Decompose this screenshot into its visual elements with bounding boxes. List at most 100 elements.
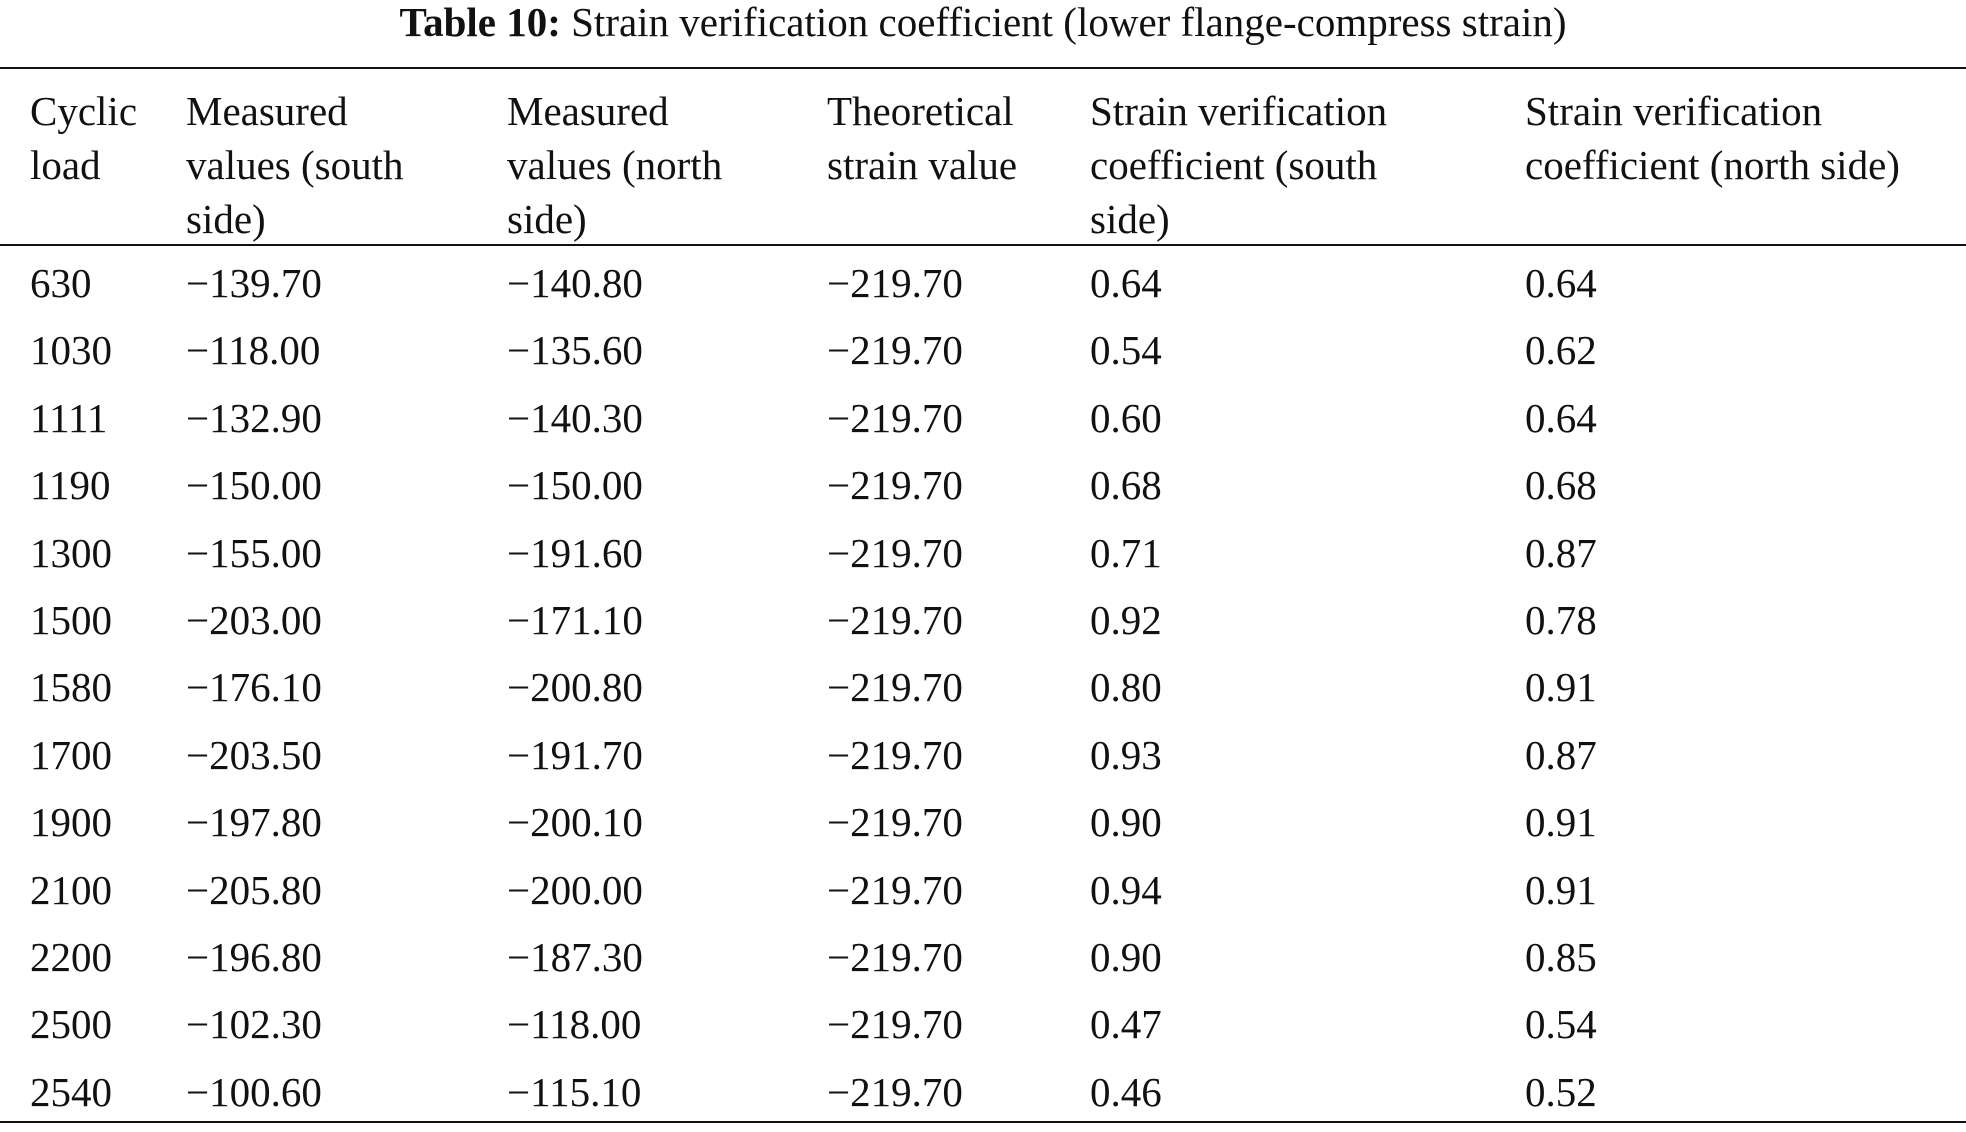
table-header-row: Cyclic load Measured values (south side)… bbox=[0, 84, 1966, 244]
cell-measured-south: −205.80 bbox=[186, 866, 322, 913]
cell-cyclic-load: 1300 bbox=[30, 529, 112, 576]
cell-measured-north: −140.30 bbox=[507, 394, 643, 441]
table-row: 1580 −176.10 −200.80 −219.70 0.80 0.91 bbox=[0, 660, 1966, 727]
cell-coefficient-south: 0.46 bbox=[1090, 1068, 1162, 1115]
cell-coefficient-south: 0.54 bbox=[1090, 327, 1162, 374]
table-body: 630 −139.70 −140.80 −219.70 0.64 0.64 1030 −118… bbox=[0, 256, 1966, 1132]
top-rule bbox=[0, 67, 1966, 69]
cell-theoretical-strain: −219.70 bbox=[827, 866, 963, 913]
cell-measured-north: −118.00 bbox=[507, 1001, 642, 1048]
table-row: 1500 −203.00 −171.10 −219.70 0.92 0.78 bbox=[0, 593, 1966, 660]
cell-coefficient-south: 0.64 bbox=[1090, 260, 1162, 306]
cell-cyclic-load: 2100 bbox=[30, 866, 112, 913]
cell-measured-south: −203.50 bbox=[186, 731, 322, 778]
cell-coefficient-north: 0.78 bbox=[1525, 596, 1597, 643]
cell-cyclic-load: 1900 bbox=[30, 799, 112, 846]
cell-theoretical-strain: −219.70 bbox=[827, 1068, 963, 1115]
cell-measured-north: −140.80 bbox=[507, 260, 643, 306]
cell-theoretical-strain: −219.70 bbox=[827, 933, 963, 980]
cell-measured-north: −200.10 bbox=[507, 799, 643, 846]
cell-measured-north: −150.00 bbox=[507, 462, 643, 509]
cell-measured-south: −150.00 bbox=[186, 462, 322, 509]
table-row: 1300 −155.00 −191.60 −219.70 0.71 0.87 bbox=[0, 526, 1966, 593]
cell-measured-south: −100.60 bbox=[186, 1068, 322, 1115]
cell-coefficient-north: 0.91 bbox=[1525, 799, 1597, 846]
cell-coefficient-south: 0.94 bbox=[1090, 866, 1162, 913]
table-title: Strain verification coefficient (lower f… bbox=[571, 0, 1567, 45]
cell-coefficient-north: 0.54 bbox=[1525, 1001, 1597, 1048]
cell-theoretical-strain: −219.70 bbox=[827, 596, 963, 643]
table-row: 2500 −102.30 −118.00 −219.70 0.47 0.54 bbox=[0, 997, 1966, 1064]
cell-measured-south: −176.10 bbox=[186, 664, 322, 711]
table-row: 1900 −197.80 −200.10 −219.70 0.90 0.91 bbox=[0, 795, 1966, 862]
table-row: 1190 −150.00 −150.00 −219.70 0.68 0.68 bbox=[0, 458, 1966, 525]
cell-measured-south: −197.80 bbox=[186, 799, 322, 846]
cell-measured-north: −191.70 bbox=[507, 731, 643, 778]
cell-coefficient-south: 0.47 bbox=[1090, 1001, 1162, 1048]
cell-measured-south: −102.30 bbox=[186, 1001, 322, 1048]
cell-theoretical-strain: −219.70 bbox=[827, 462, 963, 509]
cell-theoretical-strain: −219.70 bbox=[827, 799, 963, 846]
cell-coefficient-north: 0.85 bbox=[1525, 933, 1597, 980]
cell-coefficient-north: 0.68 bbox=[1525, 462, 1597, 509]
cell-coefficient-south: 0.80 bbox=[1090, 664, 1162, 711]
cell-coefficient-north: 0.87 bbox=[1525, 529, 1597, 576]
table-row: 630 −139.70 −140.80 −219.70 0.64 0.64 bbox=[0, 256, 1966, 323]
cell-theoretical-strain: −219.70 bbox=[827, 394, 963, 441]
table-row: 1030 −118.00 −135.60 −219.70 0.54 0.62 bbox=[0, 323, 1966, 390]
table-row: 2540 −100.60 −115.10 −219.70 0.46 0.52 bbox=[0, 1065, 1966, 1132]
header-measured-south: Measured values (south side) bbox=[186, 88, 404, 242]
cell-measured-north: −115.10 bbox=[507, 1068, 642, 1115]
cell-measured-north: −200.00 bbox=[507, 866, 643, 913]
header-coefficient-south: Strain verification coefficient (south s… bbox=[1090, 88, 1388, 242]
cell-cyclic-load: 1111 bbox=[30, 394, 108, 441]
cell-coefficient-north: 0.52 bbox=[1525, 1068, 1597, 1115]
header-theoretical-strain: Theoretical strain value bbox=[827, 88, 1018, 188]
table-row: 2200 −196.80 −187.30 −219.70 0.90 0.85 bbox=[0, 930, 1966, 997]
cell-theoretical-strain: −219.70 bbox=[827, 529, 963, 576]
cell-cyclic-load: 1500 bbox=[30, 596, 112, 643]
cell-coefficient-south: 0.93 bbox=[1090, 731, 1162, 778]
cell-coefficient-south: 0.90 bbox=[1090, 799, 1162, 846]
cell-measured-north: −187.30 bbox=[507, 933, 643, 980]
cell-measured-south: −155.00 bbox=[186, 529, 322, 576]
table-caption: Table 10: Strain verification coefficien… bbox=[0, 0, 1966, 44]
cell-cyclic-load: 630 bbox=[30, 260, 92, 306]
cell-cyclic-load: 1580 bbox=[30, 664, 112, 711]
cell-theoretical-strain: −219.70 bbox=[827, 731, 963, 778]
header-cyclic-load: Cyclic load bbox=[30, 88, 138, 188]
table-row: 2100 −205.80 −200.00 −219.70 0.94 0.91 bbox=[0, 863, 1966, 930]
cell-coefficient-north: 0.91 bbox=[1525, 866, 1597, 913]
cell-coefficient-north: 0.64 bbox=[1525, 260, 1597, 306]
cell-theoretical-strain: −219.70 bbox=[827, 664, 963, 711]
cell-measured-north: −191.60 bbox=[507, 529, 643, 576]
cell-coefficient-south: 0.92 bbox=[1090, 596, 1162, 643]
cell-cyclic-load: 2500 bbox=[30, 1001, 112, 1048]
cell-coefficient-south: 0.60 bbox=[1090, 394, 1162, 441]
table-number: Table 10: bbox=[399, 0, 561, 45]
cell-measured-north: −200.80 bbox=[507, 664, 643, 711]
cell-coefficient-south: 0.71 bbox=[1090, 529, 1162, 576]
cell-coefficient-north: 0.64 bbox=[1525, 394, 1597, 441]
cell-cyclic-load: 1700 bbox=[30, 731, 112, 778]
cell-measured-south: −118.00 bbox=[186, 327, 321, 374]
cell-cyclic-load: 1190 bbox=[30, 462, 111, 509]
cell-coefficient-north: 0.62 bbox=[1525, 327, 1597, 374]
cell-measured-south: −132.90 bbox=[186, 394, 322, 441]
cell-cyclic-load: 2540 bbox=[30, 1068, 112, 1115]
cell-measured-south: −139.70 bbox=[186, 260, 322, 306]
bottom-rule bbox=[0, 1121, 1966, 1123]
cell-theoretical-strain: −219.70 bbox=[827, 327, 963, 374]
cell-coefficient-north: 0.87 bbox=[1525, 731, 1597, 778]
cell-theoretical-strain: −219.70 bbox=[827, 260, 963, 306]
header-measured-north: Measured values (north side) bbox=[507, 88, 723, 242]
cell-coefficient-south: 0.68 bbox=[1090, 462, 1162, 509]
cell-measured-north: −171.10 bbox=[507, 596, 643, 643]
cell-measured-north: −135.60 bbox=[507, 327, 643, 374]
cell-cyclic-load: 2200 bbox=[30, 933, 112, 980]
cell-measured-south: −203.00 bbox=[186, 596, 322, 643]
header-coefficient-north: Strain verification coefficient (north s… bbox=[1525, 88, 1900, 188]
header-rule bbox=[0, 244, 1966, 246]
cell-coefficient-north: 0.91 bbox=[1525, 664, 1597, 711]
cell-measured-south: −196.80 bbox=[186, 933, 322, 980]
